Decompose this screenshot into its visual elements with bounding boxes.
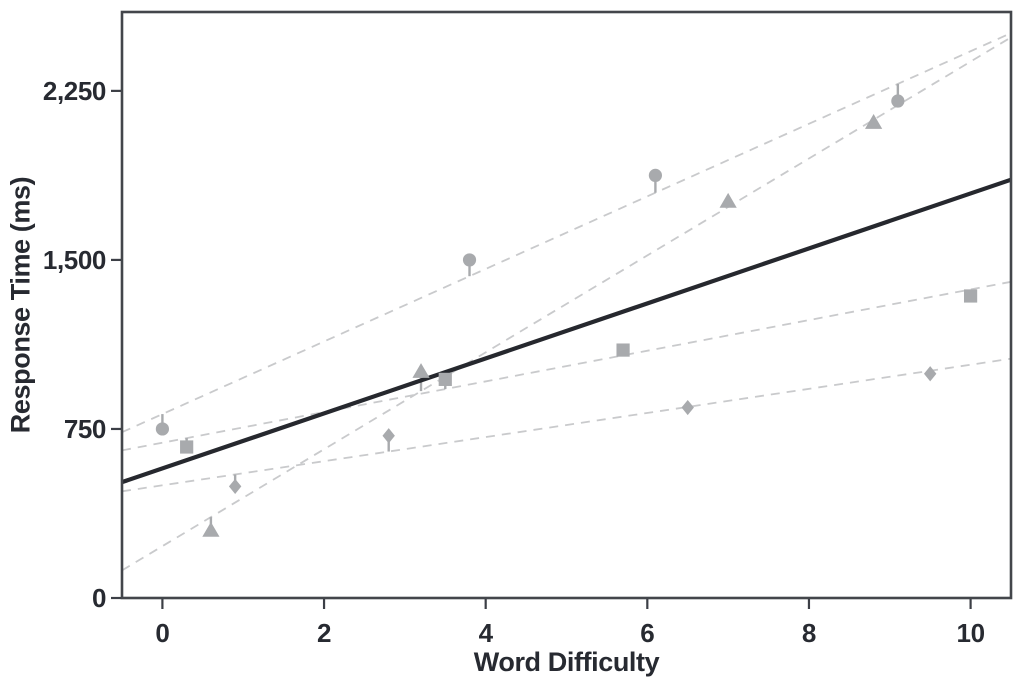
x-tick-label-8: 8 [802, 618, 816, 648]
y-tick-label-2,250: 2,250 [43, 76, 106, 106]
data-point-circle-2 [462, 253, 477, 267]
y-tick-label-750: 750 [64, 414, 106, 444]
fit-line-circle [122, 32, 1011, 434]
data-point-diamond-2 [382, 428, 395, 444]
x-tick-label-2: 2 [317, 618, 331, 648]
fit-line-square [122, 280, 1011, 452]
data-point-triangle-4 [865, 114, 883, 129]
data-point-diamond-1 [228, 478, 242, 495]
x-tick-label-0: 0 [155, 618, 169, 648]
y-tick-label-1,500: 1,500 [43, 245, 106, 275]
data-point-triangle-1 [202, 521, 220, 537]
data-point-triangle-2 [412, 363, 430, 378]
data-point-square-4 [963, 289, 978, 303]
data-point-circle-3 [648, 168, 663, 183]
data-point-circle-1 [155, 422, 170, 436]
data-point-diamond-3 [681, 399, 694, 416]
plot-area [122, 32, 1011, 572]
plot-border [120, 10, 1013, 600]
x-axis-title: Word Difficulty [473, 647, 660, 677]
x-tick-label-10: 10 [957, 618, 985, 648]
fit-line-triangle [122, 36, 1011, 572]
x-tick-label-4: 4 [479, 618, 494, 648]
data-point-diamond-4 [923, 366, 937, 382]
data-point-square-1 [180, 440, 194, 454]
fit-line-diamond [122, 357, 1011, 493]
data-point-square-3 [616, 343, 630, 357]
data-point-circle-4 [891, 94, 905, 108]
overall-fit-line [122, 177, 1011, 485]
data-point-triangle-3 [719, 192, 737, 208]
y-tick-label-0: 0 [92, 583, 106, 613]
x-tick-label-6: 6 [640, 618, 654, 648]
data-point-square-2 [438, 372, 452, 386]
y-axis-title: Response Time (ms) [5, 176, 36, 434]
